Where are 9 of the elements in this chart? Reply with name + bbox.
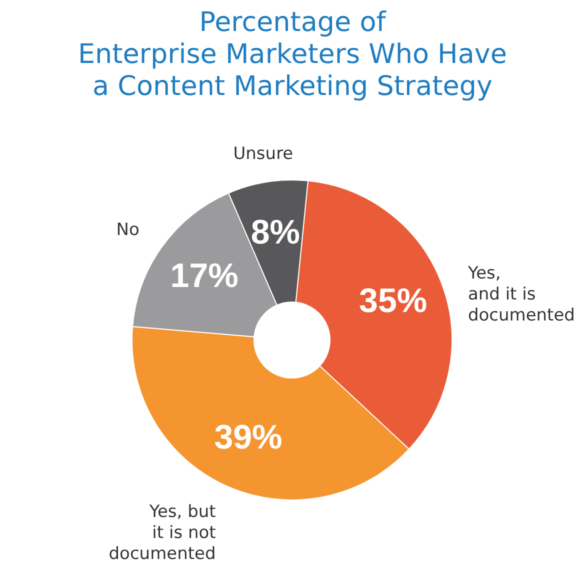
slice-label: Yes, but it is not documented (108, 502, 216, 564)
slice-label: Unsure (233, 144, 294, 164)
data-label: 17% (170, 256, 238, 295)
slice-label: No (116, 220, 140, 240)
data-label: 35% (359, 282, 428, 320)
chart-title: Percentage of Enterprise Marketers Who Have a Content Marketing Strategy (78, 7, 507, 102)
data-label: 8% (250, 213, 300, 252)
slice-label: Yes, and it is documented (466, 264, 575, 326)
data-label: 39% (214, 418, 282, 457)
